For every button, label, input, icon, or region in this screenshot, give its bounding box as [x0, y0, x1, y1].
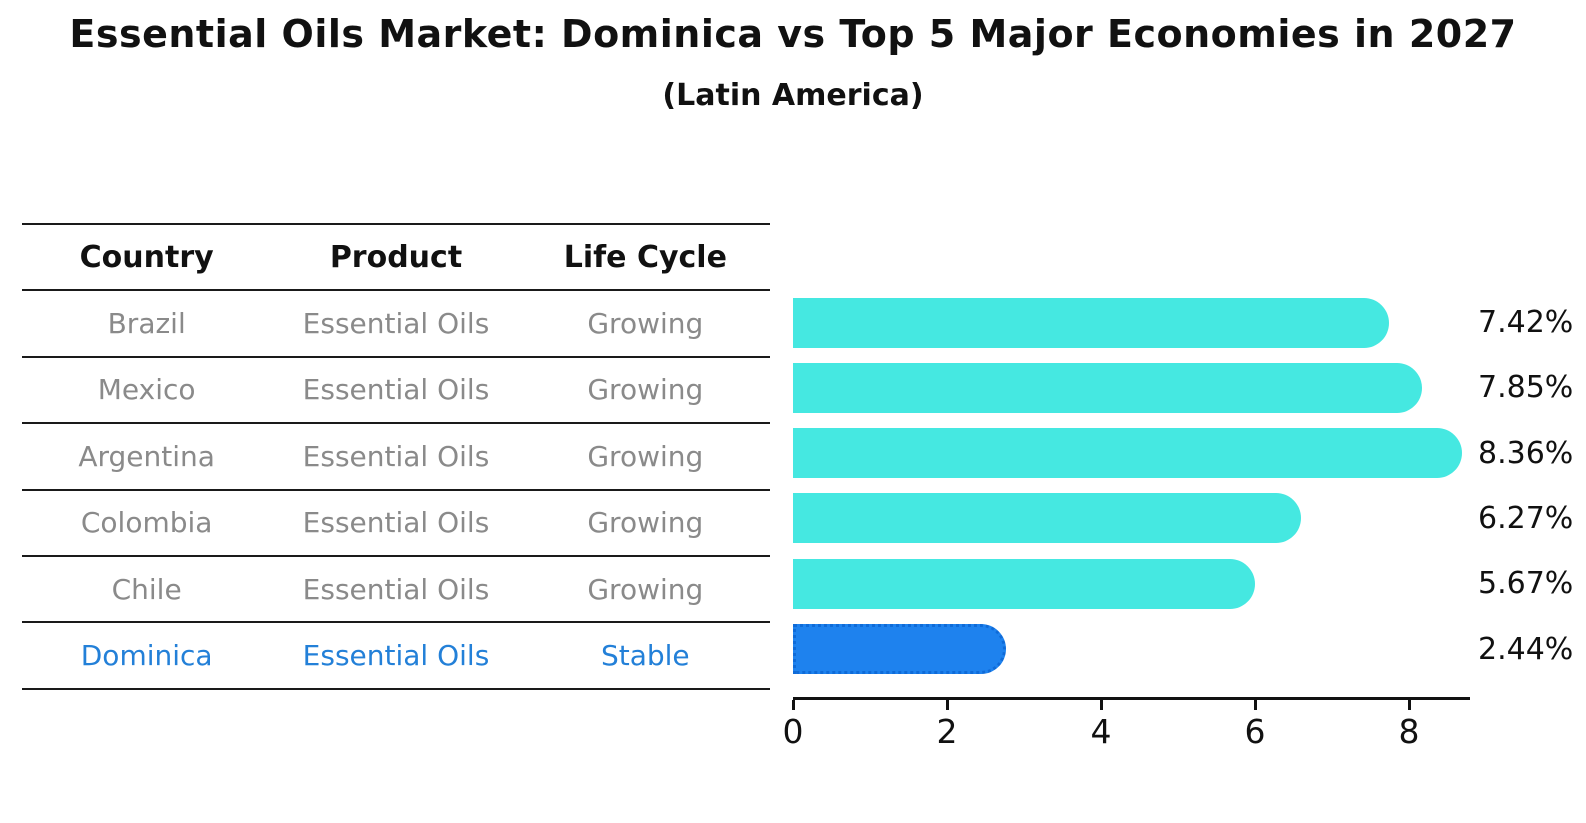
- bar-value-label-chile: 5.67%: [1478, 566, 1574, 602]
- table-header-country: Country: [79, 239, 214, 275]
- table-cell-life-cycle: Growing: [587, 307, 704, 341]
- page-title: Essential Oils Market: Dominica vs Top 5…: [69, 12, 1517, 56]
- x-axis-tick-0: [791, 700, 795, 710]
- table-cell-product: Essential Oils: [302, 439, 490, 473]
- table-cell-country: Mexico: [97, 373, 196, 407]
- table-body: Brazil Essential Oils Growing Mexico Essenti…: [22, 291, 770, 690]
- bar-chile: [793, 558, 1255, 609]
- table-header-row: Country Product Life Cycle: [22, 225, 770, 292]
- x-axis-tick-6: [1253, 700, 1257, 710]
- table-cell-life-cycle: Growing: [587, 572, 704, 606]
- bar-value-label-mexico: 7.85%: [1478, 370, 1574, 406]
- table-cell-country: Argentina: [78, 439, 215, 473]
- table-cell-country: Brazil: [107, 307, 186, 341]
- table-cell-product: Essential Oils: [302, 572, 490, 606]
- table-cell-product: Essential Oils: [302, 373, 490, 407]
- x-axis-tick-label-2: 2: [936, 712, 958, 751]
- table-cell-country: Dominica: [80, 639, 213, 673]
- table-cell-country: Colombia: [80, 506, 213, 540]
- x-axis-tick-label-4: 4: [1090, 712, 1112, 751]
- x-axis-tick-label-0: 0: [782, 712, 804, 751]
- table-row-dominica: Dominica Essential Oils Stable: [22, 623, 770, 690]
- table-row-argentina: Argentina Essential Oils Growing: [22, 424, 770, 491]
- bar-value-label-brazil: 7.42%: [1478, 305, 1574, 340]
- table-row-mexico: Mexico Essential Oils Growing: [22, 358, 770, 425]
- table-cell-product: Essential Oils: [302, 506, 490, 540]
- table-row-brazil: Brazil Essential Oils Growing: [22, 291, 770, 358]
- x-axis-line: [793, 697, 1470, 700]
- table-cell-product: Essential Oils: [302, 307, 490, 341]
- country-table: Country Product Life Cycle Brazil Essenti…: [22, 223, 770, 690]
- table-cell-life-cycle: Growing: [587, 506, 704, 540]
- bar-value-label-dominica: 2.44%: [1478, 631, 1574, 667]
- page-subtitle: (Latin America): [662, 78, 924, 113]
- bar-colombia: [793, 493, 1301, 544]
- x-axis-tick-label-8: 8: [1398, 712, 1420, 751]
- table-cell-country: Chile: [111, 572, 182, 606]
- table-cell-life-cycle: Growing: [587, 439, 704, 473]
- bar-dominica: [793, 624, 1006, 674]
- bar-value-label-argentina: 8.36%: [1478, 435, 1574, 471]
- x-axis-tick-label-6: 6: [1244, 712, 1266, 751]
- x-axis-tick-4: [1099, 700, 1103, 710]
- table-row-chile: Chile Essential Oils Growing: [22, 557, 770, 624]
- x-axis-tick-8: [1407, 700, 1411, 710]
- table-cell-life-cycle: Growing: [587, 373, 704, 407]
- x-axis-tick-2: [945, 700, 949, 710]
- table-row-colombia: Colombia Essential Oils Growing: [22, 491, 770, 557]
- bar-value-label-colombia: 6.27%: [1478, 500, 1574, 536]
- table-header-life-cycle: Life Cycle: [563, 239, 727, 275]
- bar-argentina: [793, 428, 1462, 479]
- table-cell-life-cycle: Stable: [600, 639, 690, 673]
- table-header-product: Product: [329, 239, 463, 275]
- bar-brazil: [793, 297, 1390, 348]
- bar-mexico: [793, 362, 1423, 413]
- table-cell-product: Essential Oils: [302, 639, 490, 673]
